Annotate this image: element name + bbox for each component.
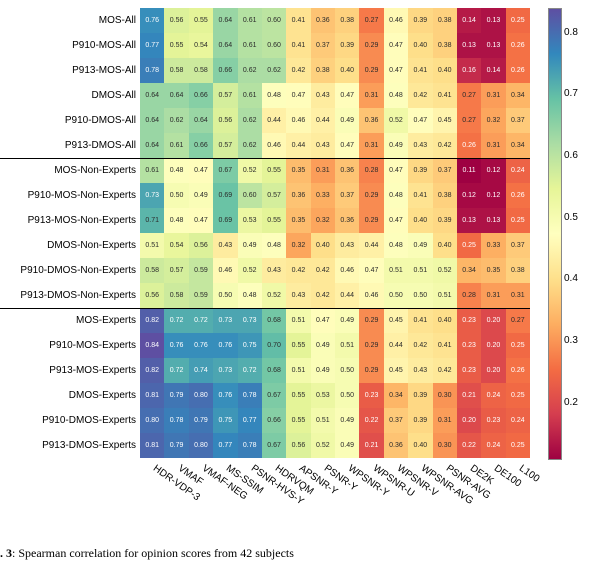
- colorbar-tick: 0.5: [564, 212, 578, 223]
- colorbar-ticks: 0.2 0.3 0.4 0.5 0.6 0.7 0.8: [564, 8, 604, 458]
- group-separator: [0, 308, 530, 309]
- colorbar-tick: 0.3: [564, 335, 578, 346]
- caption-text: : Spearman correlation for opinion score…: [12, 546, 294, 560]
- colorbar-tick: 0.6: [564, 150, 578, 161]
- colorbar-tick: 0.8: [564, 27, 578, 38]
- colorbar-tick: 0.2: [564, 397, 578, 408]
- colorbar-tick: 0.7: [564, 88, 578, 99]
- colorbar: [548, 8, 560, 458]
- caption-number: . 3: [0, 546, 12, 560]
- colorbar-tick: 0.4: [564, 273, 578, 284]
- figure-caption: . 3: Spearman correlation for opinion sc…: [0, 546, 606, 561]
- group-separator: [0, 158, 530, 159]
- column-labels: HDR-VDP-3VMAFVMAF-NEGMS-SSIMPSNR-HVS-YHD…: [140, 460, 530, 540]
- group-separator-lines: [0, 8, 530, 458]
